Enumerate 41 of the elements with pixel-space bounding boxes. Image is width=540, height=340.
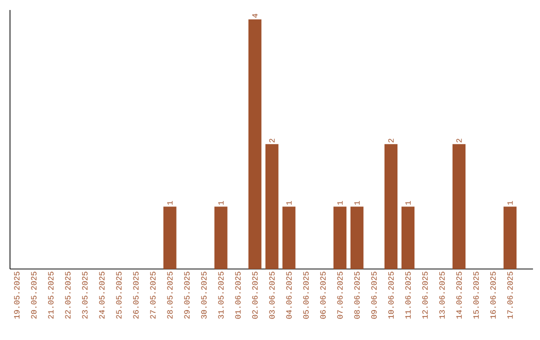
x-tick-label: 20.05.2025 xyxy=(31,272,37,319)
x-tick-label: 13.06.2025 xyxy=(439,272,445,319)
x-tick-label: 10.06.2025 xyxy=(388,272,394,319)
x-tick-label: 08.06.2025 xyxy=(354,272,360,319)
x-tick-label: 29.05.2025 xyxy=(184,272,190,319)
x-tick-label: 28.05.2025 xyxy=(167,272,173,319)
x-tick-label: 12.06.2025 xyxy=(422,272,428,319)
x-tick-label: 09.06.2025 xyxy=(371,272,377,319)
x-tick-label: 02.06.2025 xyxy=(252,272,258,319)
x-tick-label: 05.06.2025 xyxy=(303,272,309,319)
data-label: 1 xyxy=(218,200,224,205)
x-tick-label: 21.05.2025 xyxy=(48,272,54,319)
x-tick-label: 19.05.2025 xyxy=(14,272,20,319)
x-tick-label: 07.06.2025 xyxy=(337,272,343,319)
x-tick-label: 03.06.2025 xyxy=(269,272,275,319)
data-label: 1 xyxy=(337,200,343,205)
x-tick-label: 30.05.2025 xyxy=(201,272,207,319)
data-label: 1 xyxy=(405,200,411,205)
x-tick-label: 25.05.2025 xyxy=(116,272,122,319)
data-label: 2 xyxy=(388,138,394,142)
x-tick-label: 06.06.2025 xyxy=(320,272,326,319)
x-tick-label: 27.05.2025 xyxy=(150,272,156,319)
data-label: 1 xyxy=(167,200,173,205)
data-label: 1 xyxy=(286,200,292,205)
data-label: 1 xyxy=(354,200,360,205)
data-label: 1 xyxy=(507,200,513,205)
data-label: 2 xyxy=(456,138,462,142)
data-label: 2 xyxy=(269,138,275,142)
x-tick-label: 17.06.2025 xyxy=(507,272,513,319)
x-tick-label: 22.05.2025 xyxy=(65,272,71,319)
x-tick-label: 26.05.2025 xyxy=(133,272,139,319)
x-tick-label: 04.06.2025 xyxy=(286,272,292,319)
x-tick-label: 01.06.2025 xyxy=(235,272,241,319)
x-tick-label: 23.05.2025 xyxy=(82,272,88,319)
x-tick-label: 15.06.2025 xyxy=(473,272,479,319)
data-label: 4 xyxy=(252,14,258,18)
x-tick-label: 31.05.2025 xyxy=(218,272,224,319)
x-tick-label: 24.05.2025 xyxy=(99,272,105,319)
x-tick-label: 16.06.2025 xyxy=(490,272,496,319)
x-tick-label: 14.06.2025 xyxy=(456,272,462,319)
x-tick-label: 11.06.2025 xyxy=(405,272,411,319)
